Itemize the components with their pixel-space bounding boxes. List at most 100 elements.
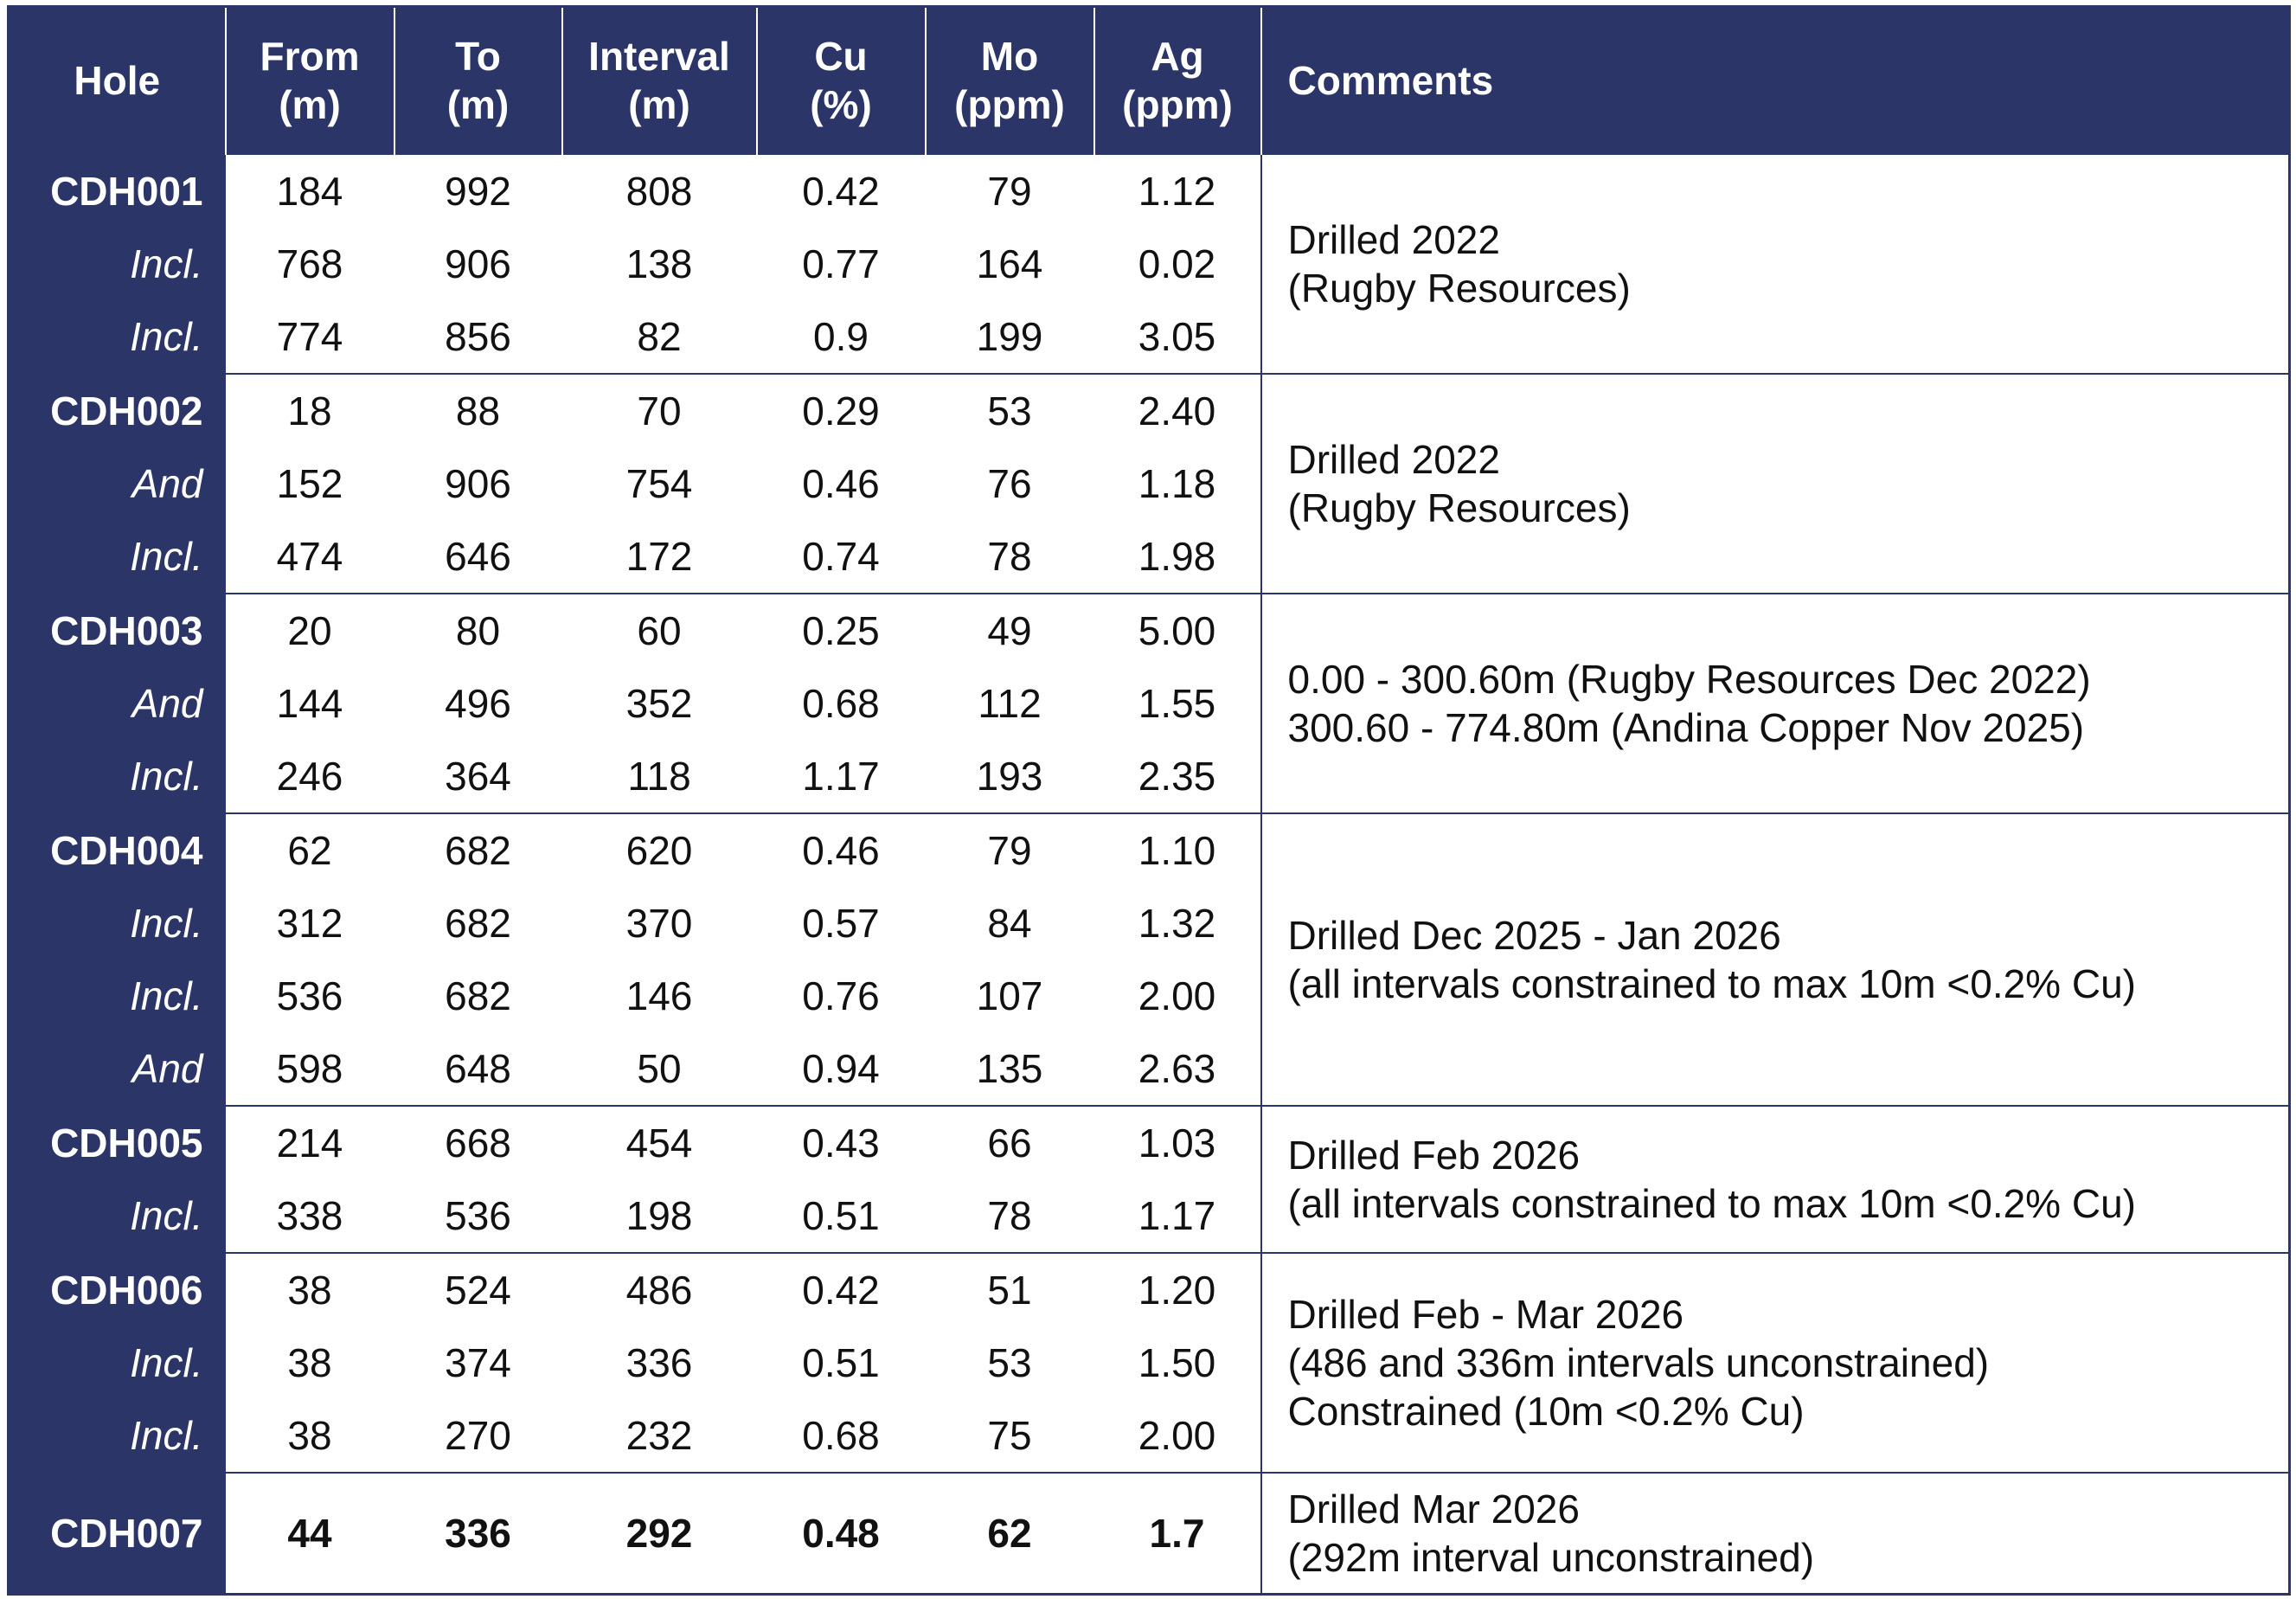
value-cell: 146	[625, 973, 693, 1018]
comment-line: (Rugby Resources)	[1287, 485, 1631, 530]
row-label: Incl.	[8, 520, 226, 594]
value-cell: 38	[225, 1252, 394, 1326]
data-row: Incl. 38 270 232 0.68 75 2.00	[8, 1399, 2290, 1473]
value-cell: 648	[445, 1046, 511, 1091]
value-cell: 172	[625, 534, 693, 579]
table-body: CDH001 184 992 808 0.42 79 1.12 Drilled 2022 (Ru…	[8, 153, 2290, 1595]
value-cell: 79	[925, 812, 1094, 887]
header-line: Comments	[1287, 58, 1494, 103]
header-line: To	[455, 34, 501, 79]
value-cell: 214	[225, 1105, 394, 1179]
value-cell: 0.43	[756, 1105, 926, 1179]
row-label: Incl.	[8, 228, 226, 300]
value-cell: 135	[976, 1046, 1043, 1091]
value-cell: 2.63	[1138, 1046, 1216, 1091]
data-row: And 598 648 50 0.94 135 2.63	[8, 1032, 2290, 1106]
value-cell: 620	[561, 812, 757, 887]
value-cell: 0.9	[813, 314, 869, 359]
value-cell: 536	[445, 1193, 511, 1238]
value-cell: 1.55	[1138, 681, 1216, 726]
comment-cell: Drilled Mar 2026 (292m interval unconstra…	[1260, 1472, 2290, 1595]
header-line: Cu	[814, 34, 868, 79]
value-cell: 66	[925, 1105, 1094, 1179]
value-cell: 486	[561, 1252, 757, 1326]
value-cell: 62	[925, 1472, 1094, 1595]
data-row: Incl. 38 374 336 0.51 53 1.50	[8, 1326, 2290, 1399]
value-cell: 1.20	[1093, 1252, 1261, 1326]
data-row: Incl. 768 906 138 0.77 164 0.02	[8, 228, 2290, 300]
value-cell: 50	[637, 1046, 682, 1091]
value-cell: 0.42	[756, 153, 926, 228]
value-cell: 496	[445, 681, 511, 726]
row-label: Incl.	[8, 960, 226, 1032]
comment-line: Drilled 2022	[1287, 437, 1500, 482]
header-cell: Mo (ppm)	[925, 6, 1095, 154]
row-label: Incl.	[8, 1399, 226, 1473]
comment-cell: Drilled 2022 (Rugby Resources)	[1260, 373, 2290, 594]
row-label: Incl.	[8, 1179, 226, 1253]
value-cell: 0.57	[802, 901, 880, 946]
value-cell: 60	[561, 593, 757, 667]
comment-cell: Drilled Feb 2026 (all intervals constrain…	[1260, 1105, 2290, 1253]
value-cell: 1.98	[1138, 534, 1216, 579]
comment-cell: Drilled 2022 (Rugby Resources)	[1260, 153, 2290, 374]
data-row: Incl. 338 536 198 0.51 78 1.17	[8, 1179, 2290, 1253]
value-cell: 364	[445, 754, 511, 799]
row-label: Incl.	[8, 1326, 226, 1399]
value-cell: 138	[625, 241, 693, 286]
comment-line: (Rugby Resources)	[1287, 266, 1631, 311]
hole-id: CDH007	[8, 1472, 226, 1595]
value-cell: 338	[276, 1193, 343, 1238]
value-cell: 184	[225, 153, 394, 228]
value-cell: 51	[925, 1252, 1094, 1326]
row-label: And	[8, 1032, 226, 1106]
value-cell: 152	[276, 461, 343, 506]
value-cell: 992	[394, 153, 562, 228]
value-cell: 312	[276, 901, 343, 946]
value-cell: 0.51	[802, 1340, 880, 1385]
hole-id: CDH004	[8, 812, 226, 887]
value-cell: 906	[445, 241, 511, 286]
value-cell: 118	[627, 754, 691, 799]
comment-line: Drilled Feb - Mar 2026	[1287, 1292, 1684, 1337]
value-cell: 70	[561, 373, 757, 447]
table-wrap: Hole From (m) To (m) Interval (m) Cu (%) Mo (ppm) A…	[7, 5, 2291, 1596]
value-cell: 2.00	[1138, 973, 1216, 1018]
header-line: Hole	[74, 58, 161, 103]
value-cell: 668	[394, 1105, 562, 1179]
value-cell: 0.02	[1138, 241, 1216, 286]
value-cell: 646	[445, 534, 511, 579]
comment-line: (486 and 336m intervals unconstrained)	[1287, 1340, 1990, 1385]
value-cell: 0.25	[756, 593, 926, 667]
value-cell: 1.17	[802, 754, 880, 799]
value-cell: 906	[445, 461, 511, 506]
header-line: (m)	[446, 82, 510, 127]
value-cell: 53	[925, 373, 1094, 447]
value-cell: 808	[561, 153, 757, 228]
value-cell: 164	[976, 241, 1043, 286]
value-cell: 82	[637, 314, 682, 359]
value-cell: 18	[225, 373, 394, 447]
data-row: And 144 496 352 0.68 112 1.55	[8, 667, 2290, 740]
value-cell: 0.77	[802, 241, 880, 286]
row-label: Incl.	[8, 887, 226, 960]
comment-line: (292m interval unconstrained)	[1287, 1535, 1815, 1580]
comment-line: Constrained (10m <0.2% Cu)	[1287, 1389, 1805, 1434]
value-cell: 44	[225, 1472, 394, 1595]
data-row: Incl. 246 364 118 1.17 193 2.35	[8, 740, 2290, 813]
data-row: Incl. 536 682 146 0.76 107 2.00	[8, 960, 2290, 1032]
value-cell: 774	[276, 314, 343, 359]
value-cell: 78	[987, 1193, 1032, 1238]
hole-id: CDH005	[8, 1105, 226, 1179]
data-row: CDH002 18 88 70 0.29 53 2.40 Drilled 2022 (Rugby…	[8, 373, 2290, 594]
value-cell: 232	[625, 1413, 693, 1458]
data-row: CDH003 20 80 60 0.25 49 5.00 0.00 - 300.60m (Ru…	[8, 593, 2290, 813]
value-cell: 1.50	[1138, 1340, 1216, 1385]
value-cell: 0.46	[802, 461, 880, 506]
value-cell: 3.05	[1138, 314, 1216, 359]
value-cell: 144	[276, 681, 343, 726]
header-line: Ag	[1151, 34, 1204, 79]
header-line: (ppm)	[1122, 82, 1233, 127]
value-cell: 76	[987, 461, 1032, 506]
value-cell: 20	[225, 593, 394, 667]
